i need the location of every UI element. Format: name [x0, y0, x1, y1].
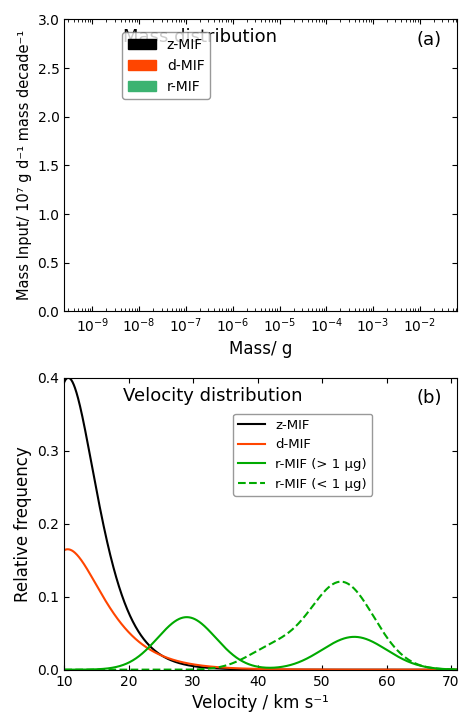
d-MIF: [375, 665, 381, 674]
r-MIF (> 1 μg): [375, 640, 381, 649]
d-MIF: [455, 665, 460, 674]
r-MIF (> 1 μg): [332, 638, 337, 647]
z-MIF: [62, 378, 67, 386]
r-MIF (> 1 μg): [184, 613, 190, 621]
d-MIF: [65, 545, 71, 554]
r-MIF (> 1 μg): [101, 664, 107, 673]
r-MIF (< 1 μg): [338, 577, 344, 586]
r-MIF (> 1 μg): [235, 654, 241, 663]
d-MIF: [235, 664, 241, 673]
Line: r-MIF (< 1 μg): r-MIF (< 1 μg): [64, 582, 457, 669]
Legend: z-MIF, d-MIF, r-MIF: z-MIF, d-MIF, r-MIF: [122, 32, 210, 99]
Y-axis label: Relative frequency: Relative frequency: [14, 446, 32, 602]
z-MIF: [102, 527, 108, 536]
r-MIF (< 1 μg): [101, 665, 107, 674]
r-MIF (< 1 μg): [375, 620, 381, 629]
r-MIF (< 1 μg): [331, 579, 337, 588]
d-MIF: [368, 665, 374, 674]
r-MIF (> 1 μg): [368, 637, 374, 645]
z-MIF: [455, 665, 460, 674]
z-MIF: [65, 373, 71, 382]
r-MIF (< 1 μg): [235, 657, 240, 666]
r-MIF (< 1 μg): [220, 662, 226, 671]
r-MIF (< 1 μg): [368, 608, 374, 617]
d-MIF: [62, 546, 67, 555]
r-MIF (> 1 μg): [455, 665, 460, 674]
X-axis label: Velocity / km s⁻¹: Velocity / km s⁻¹: [192, 694, 329, 712]
Text: (b): (b): [416, 389, 442, 407]
Text: Velocity distribution: Velocity distribution: [123, 386, 303, 404]
Text: Mass distribution: Mass distribution: [123, 28, 277, 46]
d-MIF: [102, 595, 108, 604]
Y-axis label: Mass Input/ 10⁷ g d⁻¹ mass decade⁻¹: Mass Input/ 10⁷ g d⁻¹ mass decade⁻¹: [17, 30, 32, 301]
z-MIF: [235, 665, 241, 674]
z-MIF: [368, 665, 374, 674]
z-MIF: [221, 664, 227, 673]
X-axis label: Mass/ g: Mass/ g: [229, 340, 292, 359]
Line: d-MIF: d-MIF: [64, 550, 457, 669]
r-MIF (< 1 μg): [455, 665, 460, 674]
d-MIF: [332, 665, 337, 674]
z-MIF: [375, 665, 381, 674]
Line: r-MIF (> 1 μg): r-MIF (> 1 μg): [64, 617, 457, 669]
d-MIF: [221, 664, 227, 672]
Line: z-MIF: z-MIF: [64, 378, 457, 669]
Text: (a): (a): [417, 31, 442, 49]
r-MIF (> 1 μg): [62, 665, 67, 674]
r-MIF (> 1 μg): [221, 642, 227, 650]
r-MIF (< 1 μg): [62, 665, 67, 674]
z-MIF: [332, 665, 337, 674]
Legend: z-MIF, d-MIF, r-MIF (> 1 μg), r-MIF (< 1 μg): z-MIF, d-MIF, r-MIF (> 1 μg), r-MIF (< 1…: [233, 414, 372, 496]
